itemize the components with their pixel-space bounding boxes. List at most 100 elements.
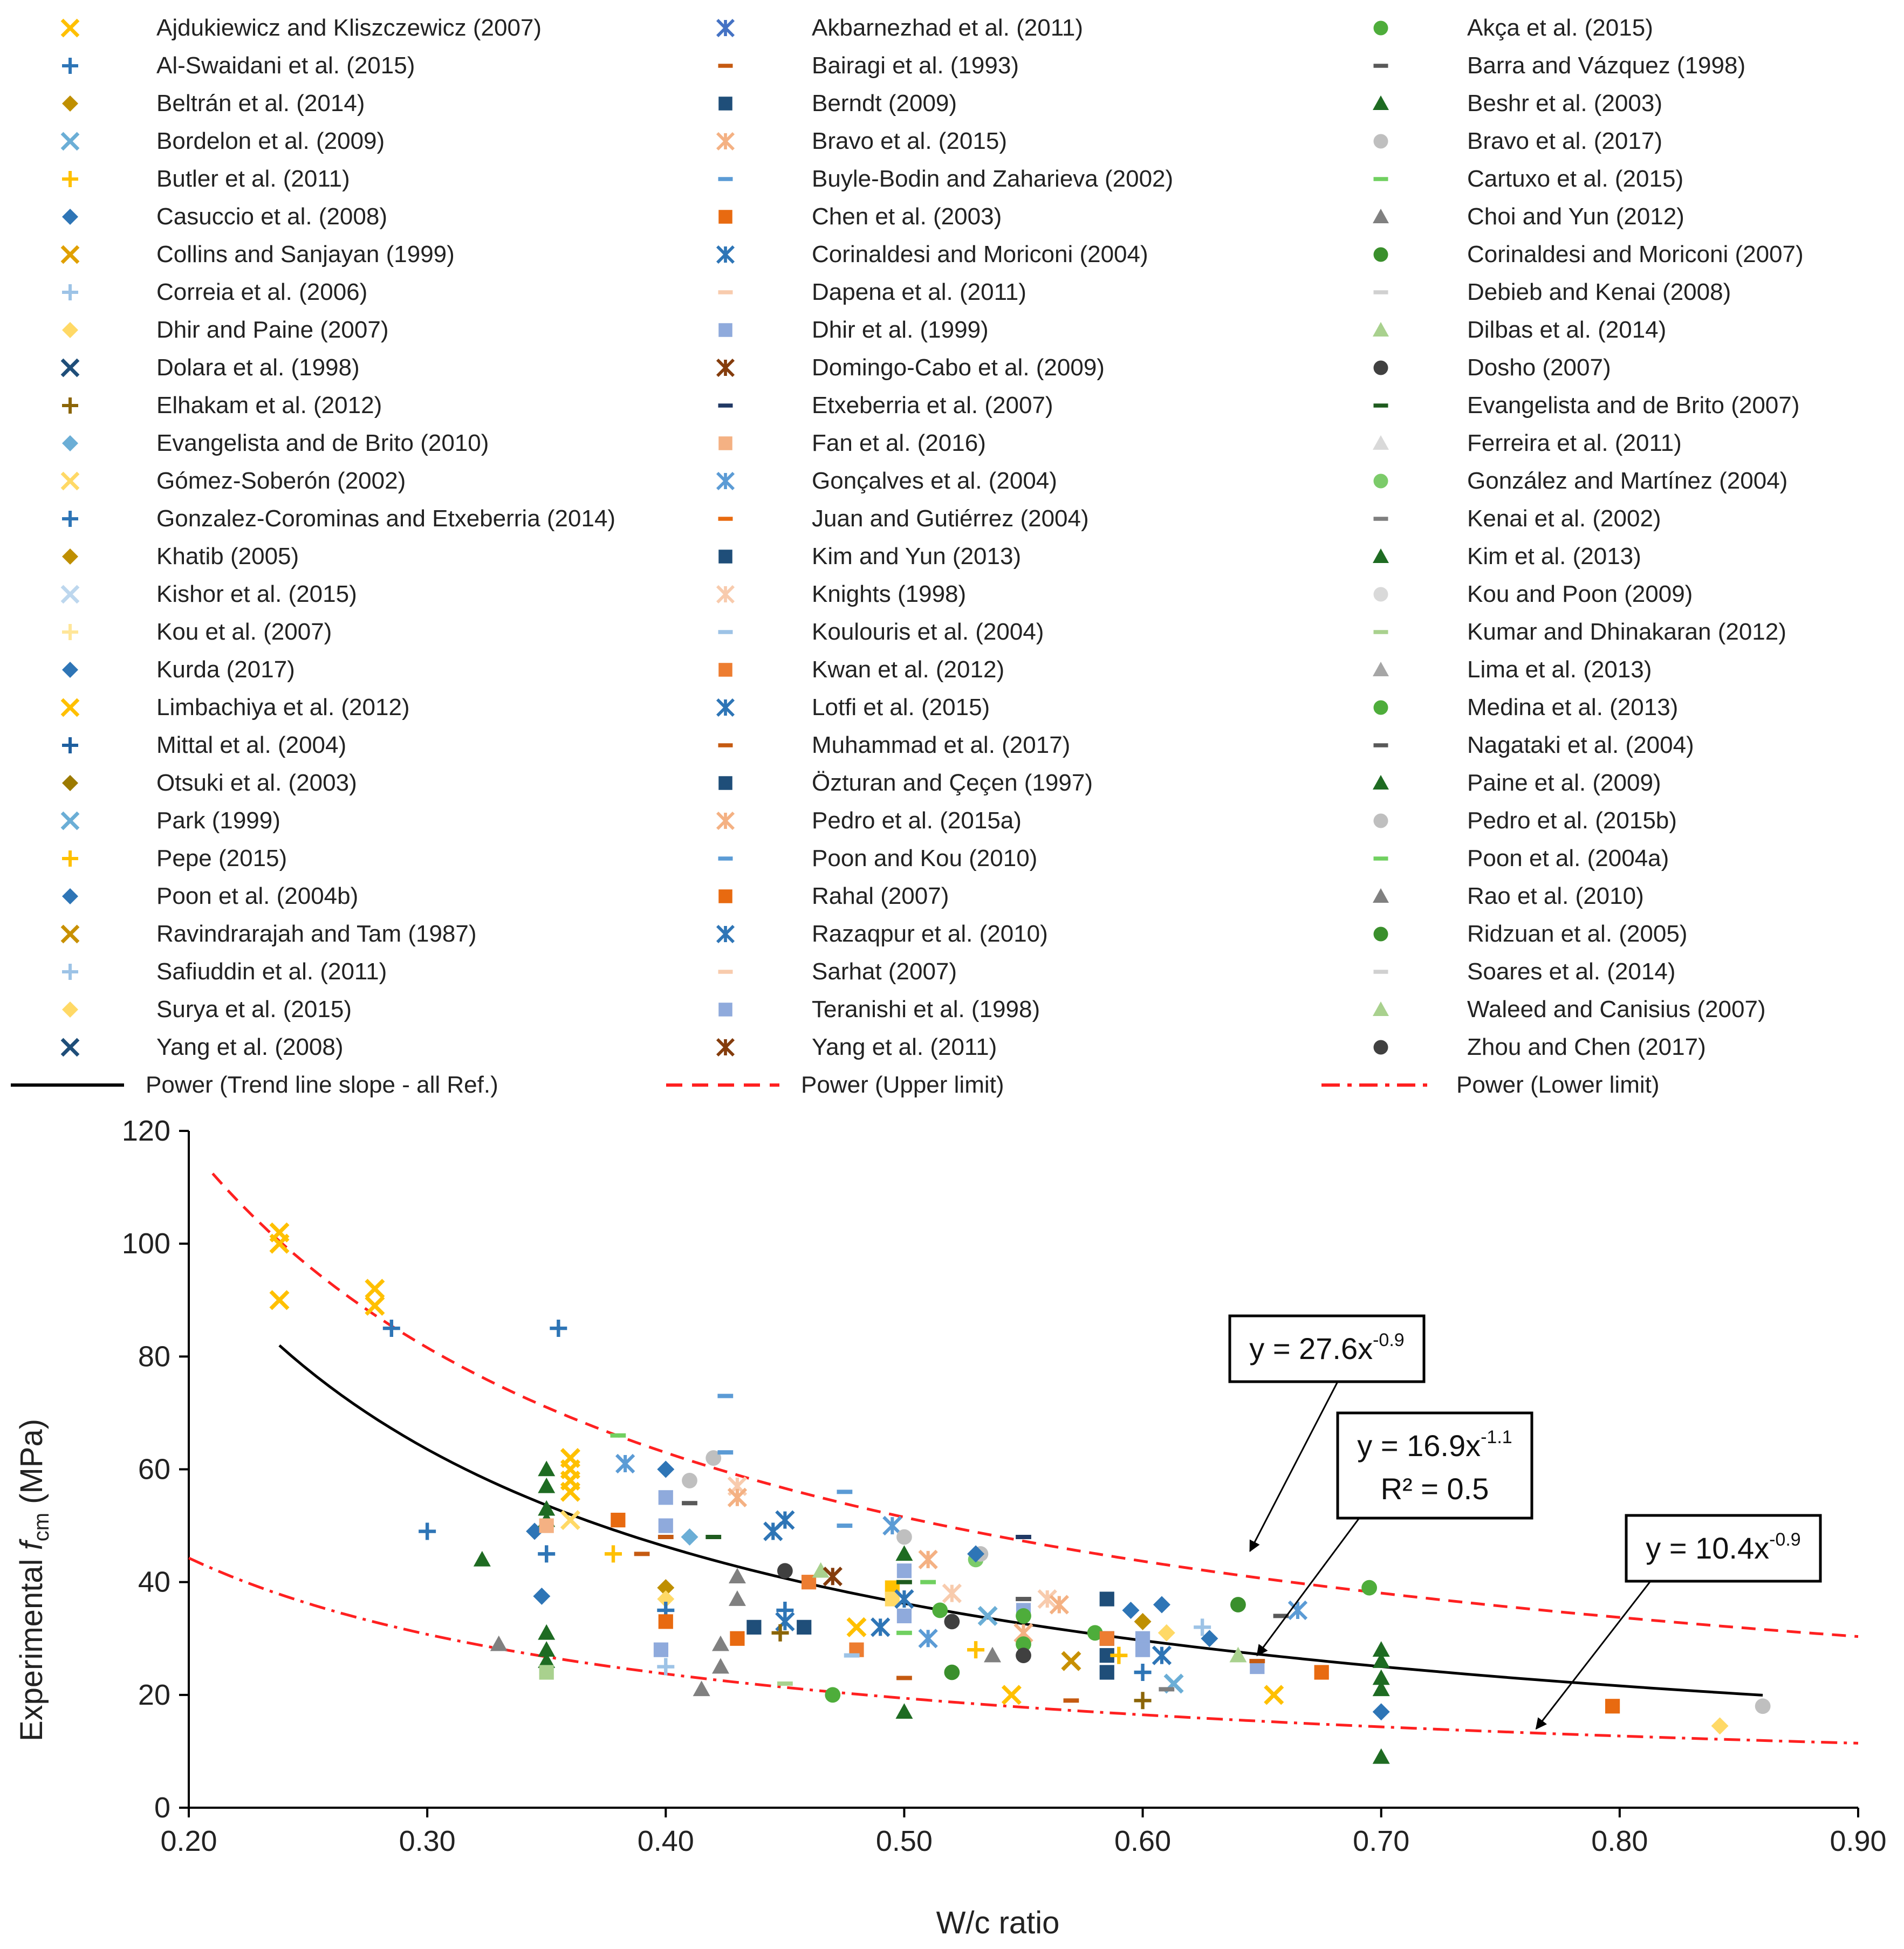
data-point bbox=[605, 1545, 622, 1563]
data-point bbox=[1372, 1641, 1390, 1657]
legend-item: Juan and Gutiérrez (2004) bbox=[709, 503, 1089, 535]
x-tick-label: 0.80 bbox=[1591, 1825, 1648, 1857]
legend-label: Rahal (2007) bbox=[812, 883, 949, 909]
legend-item: Beltrán et al. (2014) bbox=[54, 87, 365, 120]
legend-label: Bordelon et al. (2009) bbox=[156, 128, 385, 154]
dashed-line-icon bbox=[666, 1083, 779, 1087]
legend-item: Bairagi et al. (1993) bbox=[709, 50, 1019, 82]
data-point bbox=[1361, 1580, 1378, 1596]
legend-item: Kou et al. (2007) bbox=[54, 616, 332, 648]
triangle-marker-icon bbox=[1373, 1001, 1389, 1016]
x-tick-label: 0.90 bbox=[1830, 1825, 1886, 1857]
square-marker-icon bbox=[718, 776, 732, 790]
data-point bbox=[1372, 1748, 1390, 1764]
legend-label: Ravindrarajah and Tam (1987) bbox=[156, 921, 477, 947]
data-point bbox=[539, 1665, 554, 1680]
legend-item: Medina et al. (2013) bbox=[1365, 691, 1678, 724]
plus-marker-icon bbox=[62, 964, 78, 980]
circle-marker-icon bbox=[1373, 927, 1388, 942]
data-point bbox=[1372, 1652, 1390, 1668]
legend-item: Bordelon et al. (2009) bbox=[54, 125, 385, 157]
data-point bbox=[1201, 1630, 1218, 1648]
data-point bbox=[419, 1522, 436, 1540]
legend-label: Berndt (2009) bbox=[812, 90, 957, 116]
legend-item: Debieb and Kenai (2008) bbox=[1365, 276, 1731, 308]
data-point bbox=[894, 1589, 914, 1609]
data-point bbox=[653, 1642, 669, 1657]
legend-label: Beshr et al. (2003) bbox=[1467, 90, 1662, 116]
y-tick-label: 80 bbox=[138, 1340, 170, 1372]
legend-label: Pedro et al. (2015a) bbox=[812, 807, 1022, 834]
data-point bbox=[746, 1619, 762, 1635]
asterisk-marker-icon bbox=[716, 585, 735, 604]
legend-label: Collins and Sanjayan (1999) bbox=[156, 241, 455, 267]
data-point bbox=[615, 1453, 635, 1474]
asterisk-marker-icon bbox=[716, 132, 735, 151]
data-point bbox=[658, 1614, 673, 1629]
legend-label: Kim and Yun (2013) bbox=[812, 543, 1022, 569]
data-point bbox=[634, 1552, 650, 1556]
legend-item: Özturan and Çeçen (1997) bbox=[709, 767, 1093, 799]
plus-marker-icon bbox=[62, 58, 78, 74]
data-point bbox=[1099, 1631, 1114, 1646]
equation-annotation: y = 27.6x-0.9 bbox=[1228, 1314, 1426, 1553]
dash-marker-icon bbox=[1373, 64, 1388, 68]
data-point bbox=[1001, 1685, 1022, 1705]
data-point bbox=[771, 1624, 789, 1642]
trend-line-solid bbox=[278, 1344, 1763, 1697]
legend-item: Pedro et al. (2015a) bbox=[709, 805, 1022, 837]
x-marker-icon bbox=[60, 245, 80, 264]
legend-item: Rao et al. (2010) bbox=[1365, 880, 1644, 912]
trend-line-dashdot bbox=[188, 1556, 1859, 1745]
square-marker-icon bbox=[718, 210, 732, 224]
dash-marker-icon bbox=[1373, 743, 1388, 747]
legend-item: Gonzalez-Corominas and Etxeberria (2014) bbox=[54, 503, 615, 535]
legend-item: Dhir and Paine (2007) bbox=[54, 314, 388, 346]
y-tick-label: 20 bbox=[138, 1679, 170, 1711]
asterisk-marker-icon bbox=[716, 18, 735, 38]
legend-item: Fan et al. (2016) bbox=[709, 427, 986, 459]
data-point bbox=[706, 1450, 722, 1466]
legend-label: Buyle-Bodin and Zaharieva (2002) bbox=[812, 166, 1174, 192]
legend-item: Limbachiya et al. (2012) bbox=[54, 691, 410, 724]
data-point bbox=[365, 1295, 385, 1316]
data-point bbox=[1230, 1597, 1246, 1612]
circle-marker-icon bbox=[1373, 473, 1388, 489]
legend-item: Yang et al. (2008) bbox=[54, 1031, 344, 1063]
triangle-marker-icon bbox=[1373, 209, 1389, 223]
legend-item: Waleed and Canisius (2007) bbox=[1365, 993, 1766, 1026]
dash-marker-icon bbox=[718, 856, 733, 861]
legend-line-label: Power (Upper limit) bbox=[801, 1072, 1004, 1098]
data-point bbox=[538, 1460, 556, 1477]
legend-label: Waleed and Canisius (2007) bbox=[1467, 996, 1766, 1022]
x-marker-icon bbox=[60, 471, 80, 491]
trend-line-dashed bbox=[211, 1172, 1859, 1638]
data-point bbox=[658, 1518, 673, 1533]
solid-line-icon bbox=[11, 1083, 124, 1087]
square-marker-icon bbox=[718, 1003, 732, 1017]
asterisk-marker-icon bbox=[716, 698, 735, 717]
data-point bbox=[1605, 1699, 1620, 1714]
data-point bbox=[1135, 1642, 1150, 1657]
data-point bbox=[896, 1676, 912, 1680]
data-point bbox=[728, 1590, 746, 1606]
legend-label: González and Martínez (2004) bbox=[1467, 468, 1788, 494]
square-marker-icon bbox=[718, 436, 732, 450]
legend-item: Elhakam et al. (2012) bbox=[54, 389, 382, 422]
legend-item: Kumar and Dhinakaran (2012) bbox=[1365, 616, 1786, 648]
data-point bbox=[1229, 1646, 1247, 1663]
data-point bbox=[706, 1535, 722, 1539]
legend-item: Evangelista and de Brito (2010) bbox=[54, 427, 489, 459]
legend-label: Correia et al. (2006) bbox=[156, 279, 368, 305]
data-point bbox=[610, 1433, 626, 1438]
data-point bbox=[657, 1460, 675, 1478]
legend-item: Park (1999) bbox=[54, 805, 280, 837]
legend-item: Corinaldesi and Moriconi (2004) bbox=[709, 238, 1148, 271]
data-point bbox=[896, 1608, 912, 1624]
legend-label: Juan and Gutiérrez (2004) bbox=[812, 505, 1089, 532]
legend-item: Sarhat (2007) bbox=[709, 956, 957, 988]
asterisk-marker-icon bbox=[716, 811, 735, 831]
data-point bbox=[728, 1568, 746, 1584]
plot-area: 0 20 40 60 80 100 120 0.20 0.30 0.40 0.50 0.60 0.70 0… bbox=[122, 1115, 1887, 1857]
